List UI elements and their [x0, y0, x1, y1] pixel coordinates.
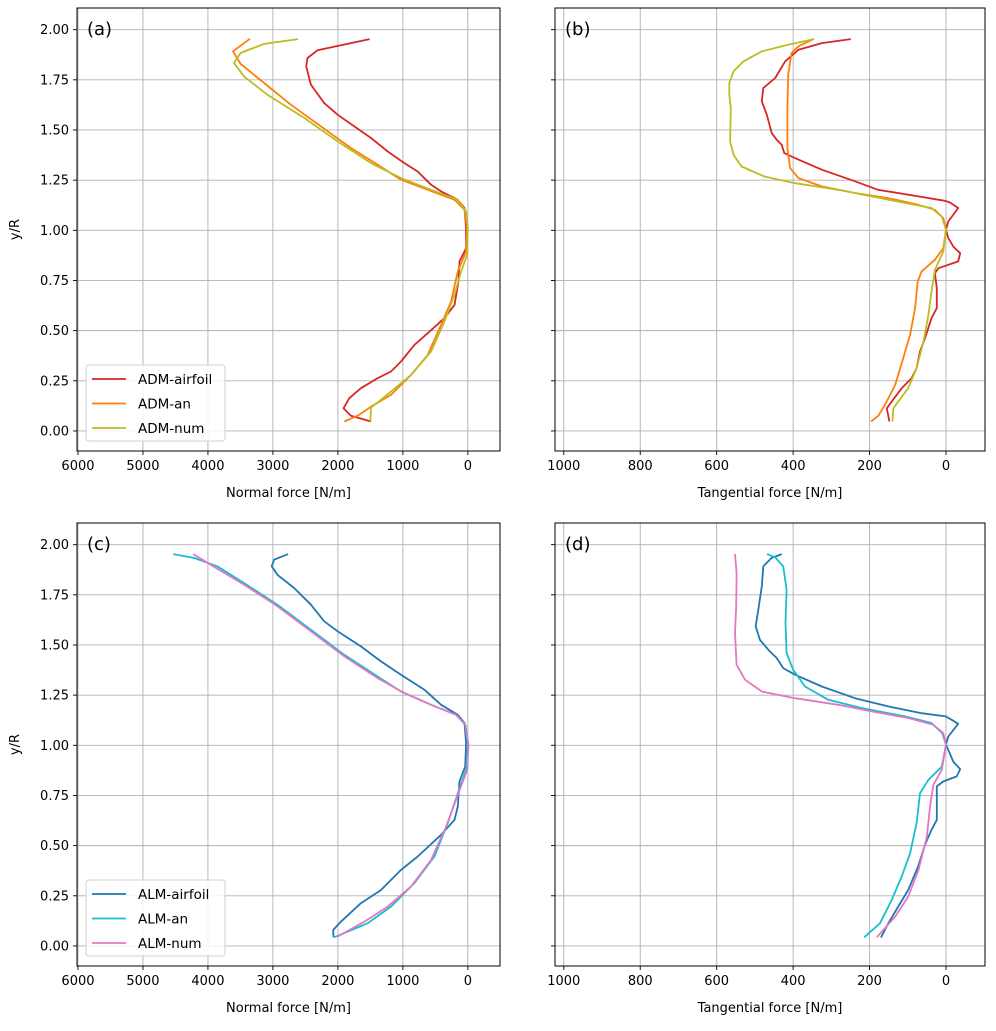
axes-frame [76, 522, 501, 967]
axes-frame [554, 7, 986, 452]
x-tick-label: 4000 [191, 459, 224, 474]
legend: ALM-airfoil ALM-an ALM-num [85, 879, 226, 957]
series-line-alm-an [766, 553, 947, 938]
x-tick-label: 3000 [256, 459, 289, 474]
panel-label: (a) [87, 19, 112, 40]
x-tick-label: 1000 [386, 459, 419, 474]
y-tick-label: 1.50 [40, 123, 69, 138]
y-tick-label: 1.50 [40, 638, 69, 653]
y-tick-label: 0.00 [40, 939, 69, 954]
x-tick-label: 6000 [61, 459, 94, 474]
series-line-alm-num [734, 554, 947, 938]
series-line-alm-num [192, 553, 470, 938]
y-tick-label: 1.25 [40, 689, 69, 704]
x-tick-label: 400 [781, 459, 806, 474]
legend: ADM-airfoil ADM-an ADM-num [85, 364, 226, 442]
x-tick-label: 2000 [321, 974, 354, 989]
x-tick-label: 4000 [191, 974, 224, 989]
legend-label: ALM-an [138, 912, 188, 928]
y-tick-label: 0.25 [40, 374, 69, 389]
x-tick-label: 0 [942, 974, 950, 989]
y-tick-label: 1.75 [40, 73, 69, 88]
x-tick-label: 1000 [386, 974, 419, 989]
x-tick-label: 0 [464, 459, 472, 474]
x-tick-label: 0 [942, 459, 950, 474]
y-tick-label: 2.00 [40, 23, 69, 38]
panel-label: (d) [565, 534, 590, 555]
panel-label: (b) [565, 19, 590, 40]
x-axis-label: Normal force [N/m] [226, 486, 351, 501]
x-tick-label: 1000 [547, 974, 580, 989]
legend-box [85, 879, 226, 957]
x-tick-label: 600 [704, 974, 729, 989]
subplot-b: 1000 800 600 400 200 0 (b) Tangential force [N/… [547, 7, 986, 501]
y-tick-label: 1.00 [40, 739, 69, 754]
subplot-a: 6000 5000 4000 3000 2000 1000 0 0.00 0.25 0.50 0.7… [8, 7, 501, 501]
x-tick-label: 6000 [61, 974, 94, 989]
x-tick-label: 5000 [126, 459, 159, 474]
x-tick-label: 600 [704, 459, 729, 474]
x-tick-label: 0 [464, 974, 472, 989]
y-tick-label: 0.75 [40, 789, 69, 804]
panel-label: (c) [87, 534, 111, 555]
y-tick-label: 0.50 [40, 324, 69, 339]
x-tick-label: 3000 [256, 974, 289, 989]
series-line-adm-num [233, 38, 469, 422]
y-tick-label: 0.50 [40, 839, 69, 854]
x-tick-label: 200 [857, 459, 882, 474]
series-line-alm-airfoil [754, 553, 962, 938]
y-tick-label: 1.00 [40, 224, 69, 239]
x-tick-label: 5000 [126, 974, 159, 989]
x-axis-label: Normal force [N/m] [226, 1001, 351, 1016]
legend-label: ADM-num [138, 421, 204, 437]
x-tick-label: 800 [628, 974, 653, 989]
series-line-adm-num [728, 38, 947, 422]
y-tick-label: 1.75 [40, 588, 69, 603]
y-axis-label: y/R [8, 734, 23, 755]
x-axis-label: Tangential force [N/m] [697, 486, 843, 501]
x-tick-label: 200 [857, 974, 882, 989]
y-tick-label: 0.25 [40, 889, 69, 904]
x-tick-label: 2000 [321, 459, 354, 474]
legend-label: ALM-num [138, 936, 202, 952]
x-tick-label: 800 [628, 459, 653, 474]
y-tick-label: 1.25 [40, 174, 69, 189]
legend-box [85, 364, 226, 442]
legend-label: ALM-airfoil [138, 887, 209, 903]
subplot-d: 1000 800 600 400 200 0 (d) Tangential force [N/… [547, 522, 986, 1016]
x-tick-label: 1000 [547, 459, 580, 474]
y-tick-label: 0.75 [40, 274, 69, 289]
x-axis-label: Tangential force [N/m] [697, 1001, 843, 1016]
subplot-c: 6000 5000 4000 3000 2000 1000 0 0.00 0.25 0.50 0.7… [8, 522, 501, 1016]
y-axis-label: y/R [8, 219, 23, 240]
legend-label: ADM-an [138, 397, 191, 413]
y-tick-label: 2.00 [40, 538, 69, 553]
x-tick-label: 400 [781, 974, 806, 989]
legend-label: ADM-airfoil [138, 372, 212, 388]
axes-frame [554, 522, 986, 967]
y-tick-label: 0.00 [40, 424, 69, 439]
axes-frame [76, 7, 501, 452]
